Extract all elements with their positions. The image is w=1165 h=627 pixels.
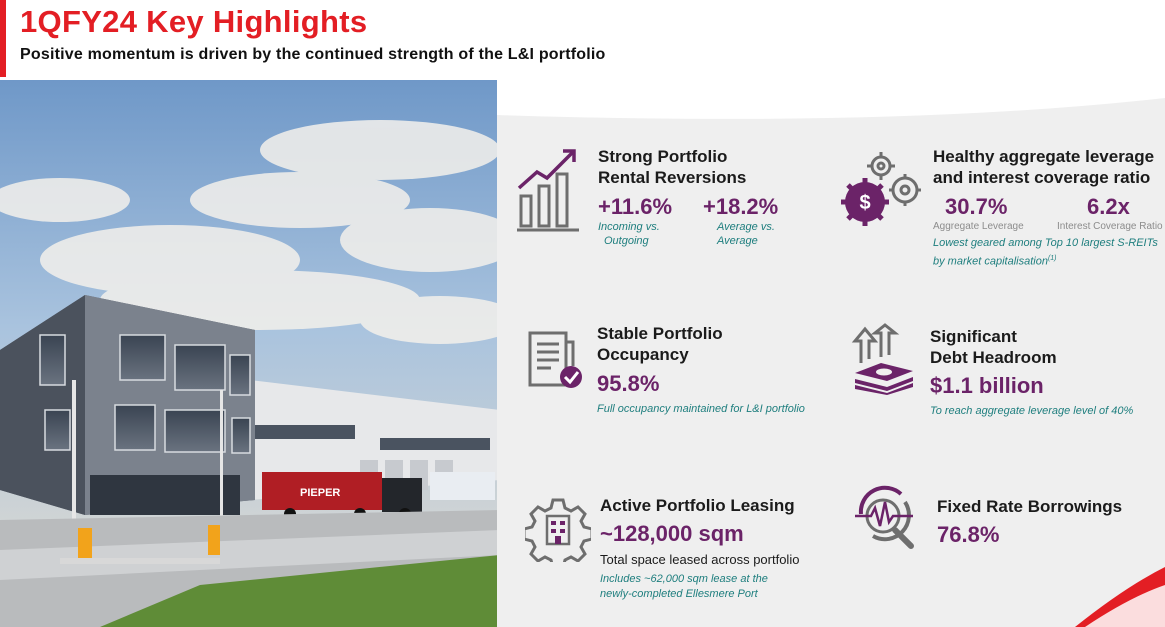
- occupancy-value: 95.8%: [597, 371, 660, 396]
- corner-swoosh: [1075, 567, 1165, 627]
- aggregate-leverage-value: 30.7%: [945, 194, 1008, 219]
- leverage-heading-line2: and interest coverage ratio: [933, 168, 1151, 187]
- interest-coverage-label: Interest Coverage Ratio: [1057, 221, 1163, 232]
- page-subtitle: Positive momentum is driven by the conti…: [20, 46, 606, 63]
- rental-value-incoming: +11.6%: [598, 194, 673, 219]
- leasing-heading: Active Portfolio Leasing: [600, 496, 795, 515]
- occupancy-heading-line1: Stable Portfolio: [597, 324, 723, 343]
- headroom-heading-line1: Significant: [930, 327, 1017, 346]
- leasing-description: Total space leased across portfolio: [600, 552, 800, 567]
- fixed-rate-heading: Fixed Rate Borrowings: [937, 497, 1123, 516]
- gears-dollar-icon: $: [841, 152, 921, 226]
- svg-text:$: $: [859, 192, 870, 214]
- rental-label2-line2: Average: [717, 235, 758, 247]
- magnifier-pulse-icon: [855, 485, 914, 549]
- leverage-note-line2-wrap: by market capitalisation(1): [933, 251, 1057, 270]
- aggregate-leverage-label: Aggregate Leverage: [933, 221, 1024, 232]
- highlights-panel: Strong Portfolio Rental Reversions +11.6…: [497, 80, 1165, 627]
- leasing-value: ~128,000 sqm: [600, 521, 744, 546]
- page-title: 1QFY24 Key Highlights: [20, 4, 368, 39]
- headroom-note: To reach aggregate leverage level of 40%: [930, 405, 1134, 417]
- warehouse-illustration: PIEPER: [0, 80, 500, 627]
- occupancy-note: Full occupancy maintained for L&I portfo…: [597, 403, 805, 415]
- leverage-note-line2: by market capitalisation: [933, 255, 1048, 268]
- rental-heading-line1: Strong Portfolio: [598, 147, 728, 166]
- headroom-value: $1.1 billion: [930, 373, 1044, 398]
- leverage-note-footnote: (1): [1047, 255, 1057, 262]
- document-check-icon: [528, 331, 582, 388]
- rental-value-average: +18.2%: [703, 194, 779, 219]
- warehouse-photo: PIEPER: [0, 80, 500, 627]
- growth-bars-icon: [517, 149, 579, 232]
- occupancy-heading-line2: Occupancy: [597, 345, 689, 364]
- gear-building-icon: [525, 498, 591, 562]
- panel-top-curve: [497, 80, 1165, 119]
- headroom-heading-line2: Debt Headroom: [930, 348, 1057, 367]
- fixed-rate-value: 76.8%: [937, 522, 1000, 547]
- leasing-note-line1: Includes ~62,000 sqm lease at the: [600, 573, 768, 585]
- money-stack-arrows-icon: [851, 323, 913, 395]
- rental-heading-line2: Rental Reversions: [598, 168, 747, 187]
- interest-coverage-value: 6.2x: [1087, 194, 1130, 219]
- rental-label1-line2: Outgoing: [604, 235, 649, 247]
- leverage-note-line1: Lowest geared among Top 10 largest S-REI…: [933, 237, 1158, 249]
- leasing-note-line2: newly-completed Ellesmere Port: [600, 588, 758, 600]
- leverage-heading-line1: Healthy aggregate leverage: [933, 147, 1155, 166]
- title-accent-bar: [0, 0, 6, 77]
- truck-brand-text: PIEPER: [300, 487, 340, 499]
- rental-label2-line1: Average vs.: [717, 221, 775, 233]
- rental-label1-line1: Incoming vs.: [598, 221, 660, 233]
